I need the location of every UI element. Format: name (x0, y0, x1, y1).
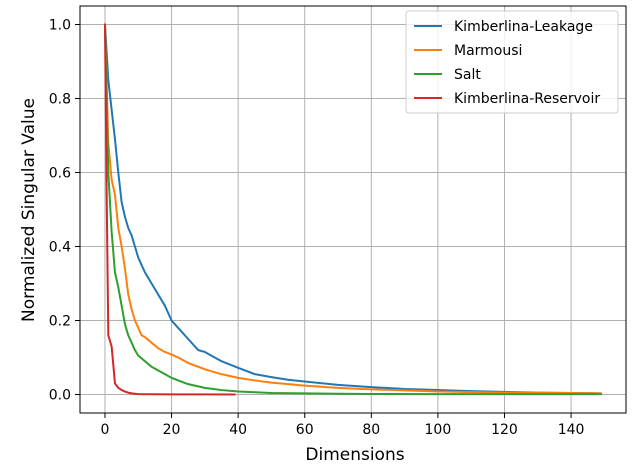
legend: Kimberlina-Leakage Marmousi Salt Kimberlina… (405, 10, 619, 114)
x-tick-label: 100 (425, 422, 452, 438)
legend-label: Kimberlina-Leakage (454, 19, 593, 35)
x-axis-label: Dimensions (305, 445, 404, 464)
x-tick-label: 60 (296, 422, 314, 438)
y-tick-label: 0.0 (49, 388, 71, 404)
x-tick-label: 40 (229, 422, 247, 438)
series-line-salt (103, 23, 603, 396)
x-tick-label: 80 (362, 422, 380, 438)
legend-label: Marmousi (454, 43, 522, 59)
x-tick-label: 0 (101, 422, 110, 438)
legend-label: Kimberlina-Reservoir (454, 91, 600, 107)
y-tick-label: 0.2 (49, 314, 71, 330)
legend-label: Salt (454, 67, 481, 83)
y-tick-label: 1.0 (49, 18, 71, 34)
y-tick-label: 0.6 (49, 166, 71, 182)
y-tick-label: 0.4 (49, 240, 71, 256)
axis-ticks: 0 20 40 60 80 100 120 140 0.0 0.2 0.4 0.6 0.8 1.0 (49, 18, 585, 439)
series-line-kimberlina-leakage (103, 23, 603, 395)
series-line-kimberlina-reservoir (103, 23, 236, 396)
legend-box (405, 10, 619, 114)
series-lines (103, 23, 603, 396)
series-line-marmousi (103, 23, 603, 395)
y-tick-label: 0.8 (49, 92, 71, 108)
x-tick-label: 20 (163, 422, 181, 438)
x-tick-label: 140 (558, 422, 585, 438)
plot-frame (79, 5, 627, 414)
y-axis-label: Normalized Singular Value (19, 98, 39, 322)
x-tick-label: 120 (491, 422, 518, 438)
